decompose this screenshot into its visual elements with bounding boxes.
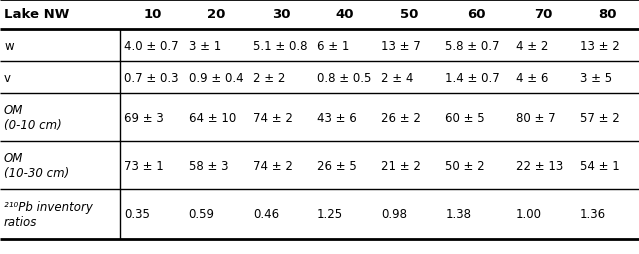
- Text: 1.38: 1.38: [445, 208, 472, 221]
- Text: 6 ± 1: 6 ± 1: [317, 39, 350, 52]
- Text: 1.00: 1.00: [516, 208, 542, 221]
- Text: 50: 50: [400, 8, 419, 21]
- Text: 20: 20: [208, 8, 226, 21]
- Text: 1.36: 1.36: [580, 208, 606, 221]
- Text: 0.46: 0.46: [253, 208, 279, 221]
- Text: 40: 40: [336, 8, 355, 21]
- Text: 30: 30: [272, 8, 290, 21]
- Text: 4 ± 2: 4 ± 2: [516, 39, 548, 52]
- Text: 74 ± 2: 74 ± 2: [253, 159, 293, 172]
- Text: 5.1 ± 0.8: 5.1 ± 0.8: [253, 39, 307, 52]
- Text: 0.98: 0.98: [381, 208, 407, 221]
- Text: 80: 80: [598, 8, 617, 21]
- Text: 13 ± 2: 13 ± 2: [580, 39, 620, 52]
- Text: 54 ± 1: 54 ± 1: [580, 159, 620, 172]
- Text: 2 ± 4: 2 ± 4: [381, 71, 413, 84]
- Text: 74 ± 2: 74 ± 2: [253, 111, 293, 124]
- Text: 69 ± 3: 69 ± 3: [125, 111, 164, 124]
- Text: 2 ± 2: 2 ± 2: [253, 71, 285, 84]
- Text: 1.25: 1.25: [317, 208, 343, 221]
- Text: OM
(0-10 cm): OM (0-10 cm): [4, 103, 62, 132]
- Text: 0.9 ± 0.4: 0.9 ± 0.4: [189, 71, 243, 84]
- Text: 0.59: 0.59: [189, 208, 215, 221]
- Text: ²¹⁰Pb inventory
ratios: ²¹⁰Pb inventory ratios: [4, 200, 93, 229]
- Text: w: w: [4, 39, 13, 52]
- Text: 50 ± 2: 50 ± 2: [445, 159, 485, 172]
- Text: 80 ± 7: 80 ± 7: [516, 111, 555, 124]
- Text: 10: 10: [143, 8, 162, 21]
- Text: 43 ± 6: 43 ± 6: [317, 111, 357, 124]
- Text: 60: 60: [467, 8, 486, 21]
- Text: v: v: [4, 71, 11, 84]
- Text: 57 ± 2: 57 ± 2: [580, 111, 620, 124]
- Text: 60 ± 5: 60 ± 5: [445, 111, 485, 124]
- Text: 0.8 ± 0.5: 0.8 ± 0.5: [317, 71, 371, 84]
- Text: 13 ± 7: 13 ± 7: [381, 39, 421, 52]
- Text: 26 ± 5: 26 ± 5: [317, 159, 357, 172]
- Text: 22 ± 13: 22 ± 13: [516, 159, 563, 172]
- Text: Lake NW: Lake NW: [4, 8, 70, 21]
- Text: 3 ± 5: 3 ± 5: [580, 71, 612, 84]
- Text: 5.8 ± 0.7: 5.8 ± 0.7: [445, 39, 500, 52]
- Text: 1.4 ± 0.7: 1.4 ± 0.7: [445, 71, 500, 84]
- Text: 26 ± 2: 26 ± 2: [381, 111, 421, 124]
- Text: 0.35: 0.35: [125, 208, 150, 221]
- Text: 58 ± 3: 58 ± 3: [189, 159, 228, 172]
- Text: 4 ± 6: 4 ± 6: [516, 71, 548, 84]
- Text: 73 ± 1: 73 ± 1: [125, 159, 164, 172]
- Text: 64 ± 10: 64 ± 10: [189, 111, 236, 124]
- Text: 70: 70: [534, 8, 553, 21]
- Text: 4.0 ± 0.7: 4.0 ± 0.7: [125, 39, 179, 52]
- Text: OM
(10-30 cm): OM (10-30 cm): [4, 151, 69, 180]
- Text: 0.7 ± 0.3: 0.7 ± 0.3: [125, 71, 179, 84]
- Text: 3 ± 1: 3 ± 1: [189, 39, 221, 52]
- Text: 21 ± 2: 21 ± 2: [381, 159, 421, 172]
